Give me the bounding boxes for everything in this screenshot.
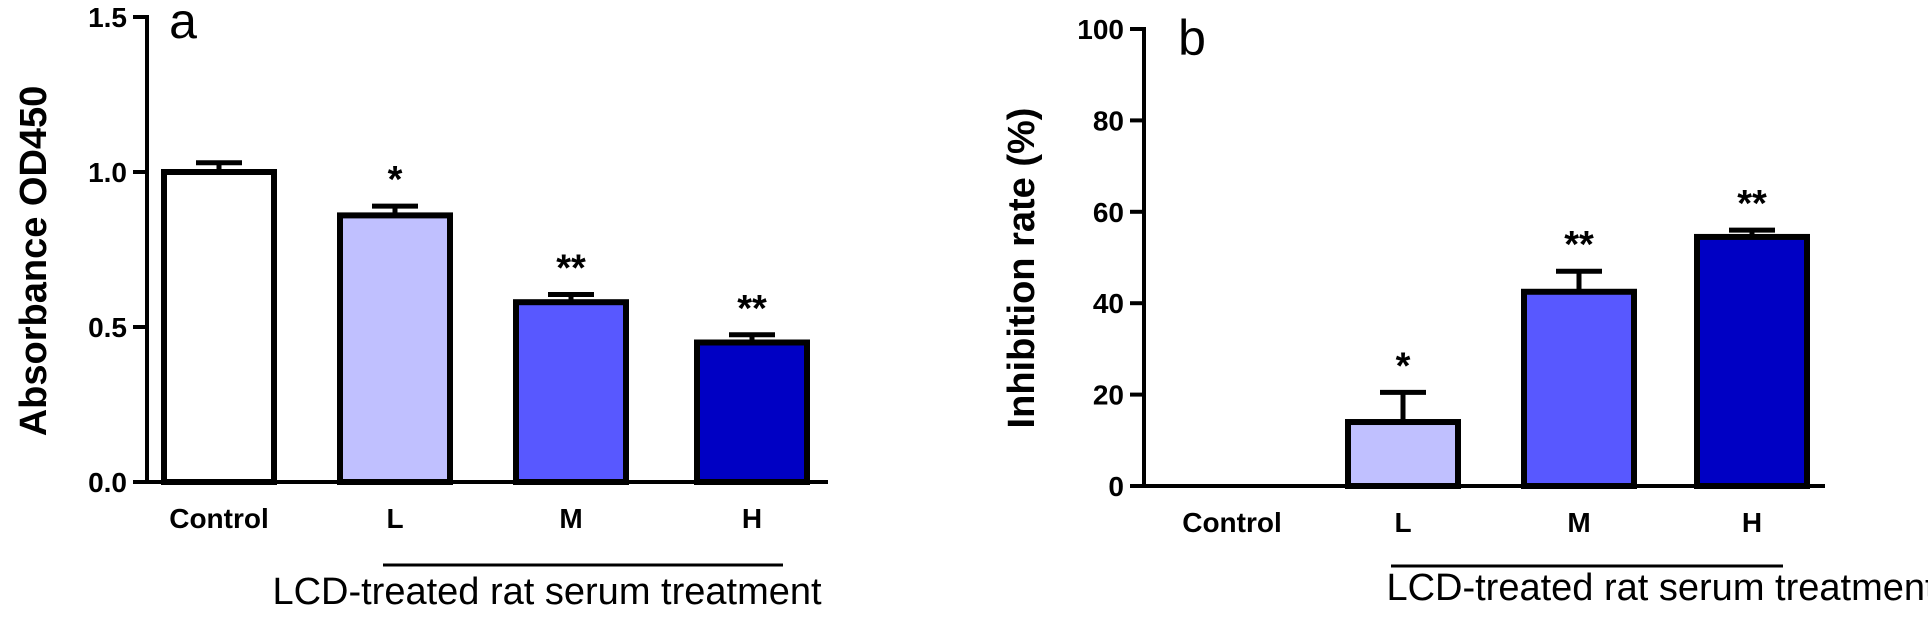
y-tick-label: 60 — [1093, 197, 1124, 228]
y-axis-title: Absorbance OD450 — [13, 86, 55, 437]
bar-l — [337, 212, 453, 485]
y-tick-label: 40 — [1093, 288, 1124, 319]
x-tick-label: L — [386, 503, 403, 534]
bar-m — [1521, 288, 1637, 489]
panel-b: 0 20 40 60 80 100 Control L * M ** H ** LCD-treated r… — [1001, 10, 1928, 609]
significance-marker: ** — [1737, 183, 1767, 225]
x-tick-label: H — [742, 503, 762, 534]
bar-control — [161, 169, 277, 485]
significance-marker: * — [1396, 345, 1411, 387]
x-tick-label: Control — [1182, 507, 1282, 538]
significance-marker: ** — [1564, 224, 1594, 266]
y-tick-label: 0.5 — [88, 312, 127, 343]
x-tick-label: Control — [169, 503, 269, 534]
y-tick-label: 1.0 — [88, 157, 127, 188]
y-tick-label: 1.5 — [88, 2, 127, 33]
x-axis-title: LCD-treated rat serum treatment — [272, 571, 822, 613]
x-tick-label: M — [559, 503, 582, 534]
y-tick-label: 100 — [1077, 14, 1124, 45]
y-axis-title: Inhibition rate (%) — [1001, 108, 1043, 429]
x-tick-label: L — [1394, 507, 1411, 538]
y-tick-label: 0.0 — [88, 467, 127, 498]
bar-h — [1694, 233, 1810, 489]
panel-label: b — [1178, 10, 1206, 66]
y-tick-label: 80 — [1093, 105, 1124, 136]
x-tick-label: H — [1742, 507, 1762, 538]
significance-marker: ** — [737, 288, 767, 330]
panel-label: a — [169, 0, 197, 49]
significance-marker: * — [388, 159, 403, 201]
x-axis-title: LCD-treated rat serum treatment — [1386, 567, 1928, 609]
x-tick-label: M — [1567, 507, 1590, 538]
y-tick-label: 0 — [1108, 471, 1124, 502]
panel-a: 0.0 0.5 1.0 1.5 Control L * M ** H ** LCD-treated r… — [13, 0, 828, 613]
significance-marker: ** — [556, 247, 586, 289]
bar-m — [513, 299, 629, 486]
bar-l — [1345, 419, 1461, 489]
y-tick-label: 20 — [1093, 380, 1124, 411]
bar-h — [694, 339, 810, 485]
